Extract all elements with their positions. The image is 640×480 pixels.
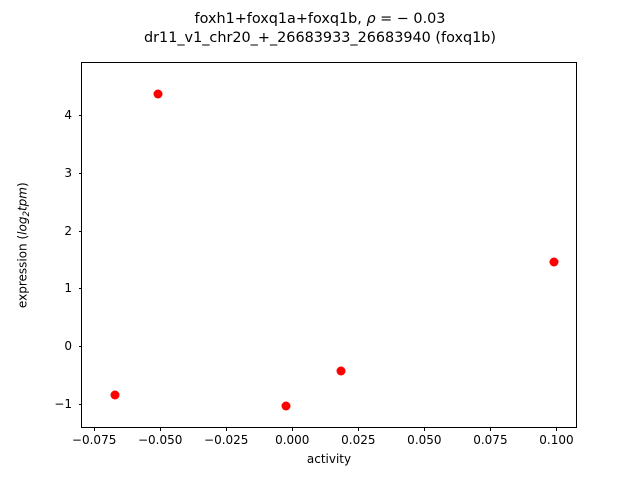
scatter-point — [336, 366, 346, 376]
y-axis-tick — [78, 172, 82, 174]
y-axis-tick — [78, 114, 82, 116]
x-axis-tick-label: −0.025 — [204, 433, 249, 447]
y-axis-tick — [78, 404, 82, 406]
x-axis-tick — [160, 427, 162, 431]
y-axis-tick-label: 3 — [64, 165, 72, 180]
y-axis-label-math-base: log — [15, 216, 30, 235]
y-axis-label-suffix: ) — [15, 182, 30, 187]
chart-subtitle: dr11_v1_chr20_+_26683933_26683940 (foxq1… — [144, 30, 496, 46]
chart-title-rho-value: = − 0.03 — [375, 11, 446, 27]
x-axis-tick — [292, 427, 294, 431]
plot-axes: −0.075 −0.050 −0.025 0.000 0.025 0.050 0.075 0.… — [54, 62, 577, 447]
scatter-point — [549, 257, 559, 267]
x-axis-tick — [358, 427, 360, 431]
plot-data-area — [82, 63, 576, 427]
y-axis-label-math-rest: tpm — [15, 186, 30, 211]
x-axis-tick — [424, 427, 426, 431]
x-axis-tick-label: 0.025 — [341, 433, 376, 447]
x-axis-tick — [94, 427, 96, 431]
x-axis-tick-label: −0.050 — [137, 433, 183, 447]
y-axis-tick — [78, 346, 82, 348]
x-axis-label: activity — [306, 452, 352, 466]
y-axis-label: expression (log2tpm) — [14, 62, 34, 428]
y-axis-tick-label: 4 — [64, 107, 72, 122]
x-axis-tick-label: −0.075 — [71, 433, 117, 447]
y-axis-label-prefix: expression ( — [15, 234, 30, 308]
x-axis-tick-label: 0.050 — [407, 433, 442, 447]
y-axis-tick-label: 1 — [64, 281, 72, 296]
chart-title: foxh1+foxq1a+foxq1b, ρ = − 0.03 dr11_v1_… — [0, 10, 640, 48]
y-axis-tick — [78, 230, 82, 232]
x-axis-tick — [556, 427, 558, 431]
chart-title-line-1: foxh1+foxq1a+foxq1b, ρ = − 0.03 — [0, 10, 640, 29]
scatter-point — [110, 390, 120, 400]
y-axis-tick-label: 0 — [64, 339, 72, 354]
x-axis-tick — [490, 427, 492, 431]
x-axis-tick-label: 0.000 — [275, 433, 310, 447]
x-axis-tick-label: 0.075 — [473, 433, 508, 447]
y-axis-tick-label: 2 — [64, 223, 72, 238]
x-axis-tick — [226, 427, 228, 431]
chart-title-prefix: foxh1+foxq1a+foxq1b, — [194, 11, 367, 27]
y-axis-tick — [78, 288, 82, 290]
y-axis-label-math-sub: 2 — [22, 210, 33, 217]
scatter-point — [281, 401, 291, 411]
rho-symbol: ρ — [366, 11, 376, 27]
x-axis-tick-label: 0.100 — [539, 433, 574, 447]
y-axis-tick-label: −1 — [54, 397, 72, 412]
scatter-point — [153, 89, 163, 99]
